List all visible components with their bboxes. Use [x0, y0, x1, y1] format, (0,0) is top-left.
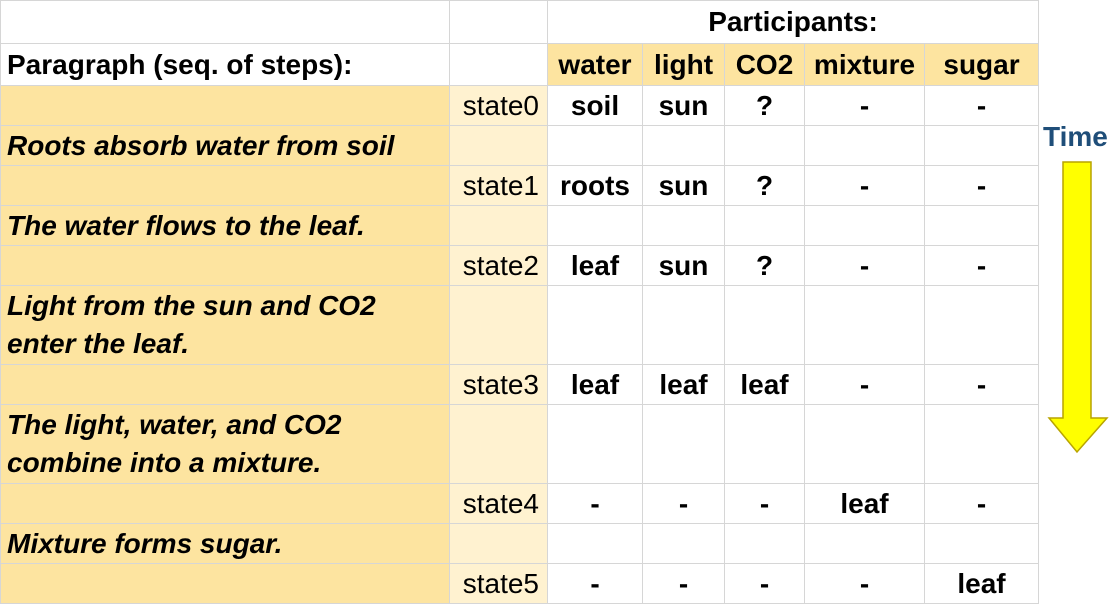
blank-cell: [643, 286, 725, 365]
blank-cell: [805, 126, 925, 166]
state-value: leaf: [725, 365, 805, 405]
state-value: soil: [548, 86, 643, 126]
paragraph-header: Paragraph (seq. of steps):: [0, 44, 450, 86]
state-label: state5: [450, 564, 548, 604]
state-value: ?: [725, 246, 805, 286]
state-value: leaf: [805, 484, 925, 524]
blank-cell: [548, 286, 643, 365]
blank-cell: [925, 524, 1039, 564]
blank-cell: [725, 126, 805, 166]
paragraph-cell: [0, 166, 450, 206]
blank-cell: [450, 206, 548, 246]
blank-cell: [805, 405, 925, 484]
state-value: leaf: [643, 365, 725, 405]
blank-cell: [450, 126, 548, 166]
blank-cell: [805, 524, 925, 564]
blank-cell: [643, 206, 725, 246]
blank-cell: [725, 286, 805, 365]
participants-header: Participants:: [548, 0, 1039, 44]
blank-cell: [548, 524, 643, 564]
blank-cell: [643, 524, 725, 564]
blank-cell: [548, 206, 643, 246]
paragraph-cell: [0, 365, 450, 405]
paragraph-cell: [0, 246, 450, 286]
blank-cell: [0, 0, 450, 44]
state-value: roots: [548, 166, 643, 206]
state-value: -: [805, 564, 925, 604]
state-value: -: [805, 246, 925, 286]
state-value: -: [805, 365, 925, 405]
paragraph-cell: [0, 484, 450, 524]
blank-cell: [548, 405, 643, 484]
blank-cell: [925, 126, 1039, 166]
step-text: Roots absorb water from soil: [0, 126, 450, 166]
state-value: sun: [643, 166, 725, 206]
participant-header-co2: CO2: [725, 44, 805, 86]
blank-cell: [450, 524, 548, 564]
blank-cell: [450, 286, 548, 365]
state-value: -: [548, 564, 643, 604]
participant-header-water: water: [548, 44, 643, 86]
state-value: -: [805, 166, 925, 206]
state-value: leaf: [548, 246, 643, 286]
blank-cell: [450, 44, 548, 86]
blank-cell: [925, 206, 1039, 246]
state-value: -: [925, 365, 1039, 405]
participant-header-light: light: [643, 44, 725, 86]
state-value: -: [548, 484, 643, 524]
state-tracking-table: Participants: Paragraph (seq. of steps):…: [0, 0, 1039, 604]
state-value: -: [805, 86, 925, 126]
state-value: ?: [725, 166, 805, 206]
blank-cell: [450, 405, 548, 484]
state-value: -: [643, 484, 725, 524]
state-label: state3: [450, 365, 548, 405]
step-text: Mixture forms sugar.: [0, 524, 450, 564]
time-arrow-shape: [1047, 161, 1109, 454]
state-label: state0: [450, 86, 548, 126]
step-text: Light from the sun and CO2 enter the lea…: [0, 286, 450, 365]
state-label: state2: [450, 246, 548, 286]
blank-cell: [725, 206, 805, 246]
blank-cell: [925, 405, 1039, 484]
state-value: leaf: [548, 365, 643, 405]
blank-cell: [643, 126, 725, 166]
blank-cell: [805, 286, 925, 365]
state-label: state1: [450, 166, 548, 206]
blank-cell: [805, 206, 925, 246]
state-value: sun: [643, 246, 725, 286]
state-value: sun: [643, 86, 725, 126]
state-value: ?: [725, 86, 805, 126]
blank-cell: [925, 286, 1039, 365]
participant-header-sugar: sugar: [925, 44, 1039, 86]
time-label: Time: [1043, 121, 1108, 152]
state-value: -: [725, 564, 805, 604]
state-value: -: [643, 564, 725, 604]
state-value: -: [925, 484, 1039, 524]
blank-cell: [450, 0, 548, 44]
participant-header-mixture: mixture: [805, 44, 925, 86]
state-value: -: [925, 246, 1039, 286]
state-label: state4: [450, 484, 548, 524]
state-value: -: [925, 166, 1039, 206]
state-value: leaf: [925, 564, 1039, 604]
paragraph-cell: [0, 86, 450, 126]
blank-cell: [725, 405, 805, 484]
blank-cell: [548, 126, 643, 166]
step-text: The water flows to the leaf.: [0, 206, 450, 246]
blank-cell: [725, 524, 805, 564]
step-text: The light, water, and CO2 combine into a…: [0, 405, 450, 484]
state-value: -: [725, 484, 805, 524]
paragraph-cell: [0, 564, 450, 604]
blank-cell: [643, 405, 725, 484]
time-arrow-icon: [1047, 161, 1109, 454]
state-value: -: [925, 86, 1039, 126]
